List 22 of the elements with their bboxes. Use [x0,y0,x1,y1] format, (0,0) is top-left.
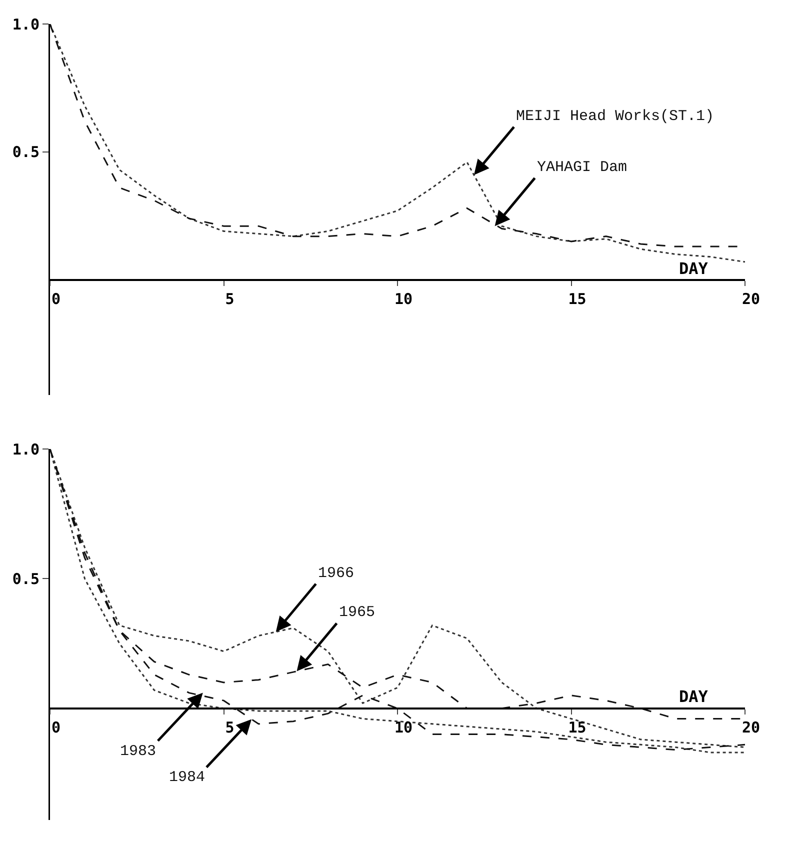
x-tick-label: 10 [394,290,413,308]
annotation: 1984 [169,769,206,786]
x-tick-label: 20 [742,718,760,736]
x-tick-label: 15 [568,290,586,308]
x-tick-label: 10 [394,718,413,736]
annotation: 1983 [120,743,156,760]
x-tick-label: 0 [51,718,61,736]
annotation: MEIJI Head Works(ST.1) [516,108,714,125]
x-axis-title: DAY [679,259,708,278]
y-tick-label: 0.5 [12,570,40,588]
annotation: 1966 [318,565,354,582]
x-axis-title: DAY [679,687,708,706]
annotation: YAHAGI Dam [537,159,628,176]
x-tick-label: 20 [742,290,760,308]
x-tick-label: 0 [51,290,61,308]
x-tick-label: 5 [225,290,234,308]
annotation: 1965 [339,604,376,621]
y-tick-label: 1.0 [12,440,40,458]
y-tick-label: 1.0 [12,15,40,34]
x-tick-label: 15 [568,718,586,736]
x-tick-label: 5 [225,718,234,736]
y-tick-label: 0.5 [12,143,40,162]
